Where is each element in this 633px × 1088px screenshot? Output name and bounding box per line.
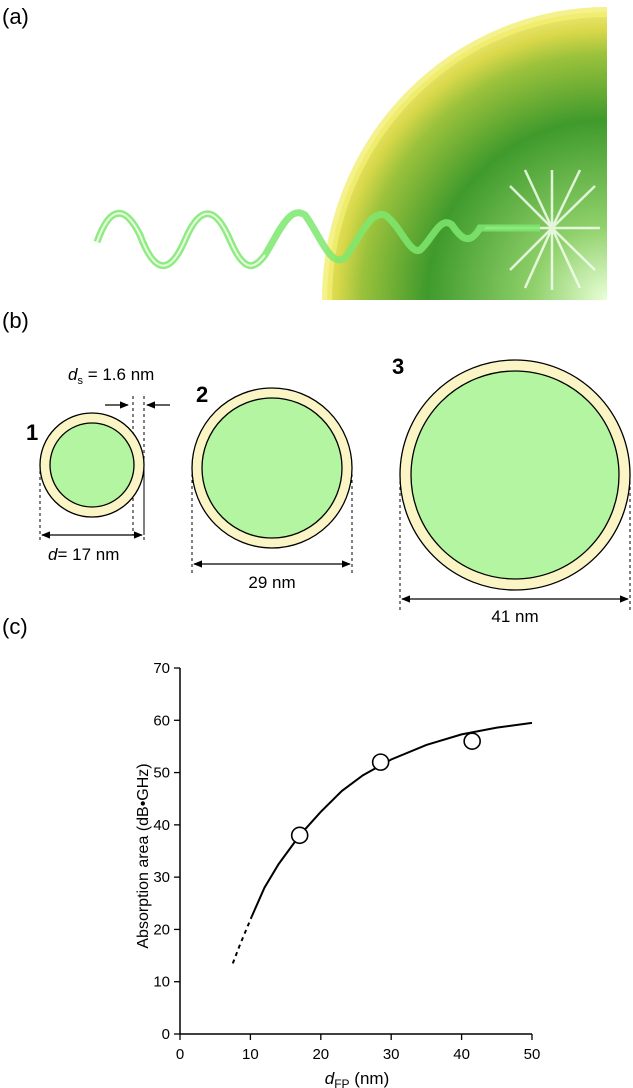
- fit-curve-extrapolated: [231, 916, 253, 964]
- particle-2-number: 2: [196, 382, 208, 407]
- x-axis-label: dFP (nm): [325, 1069, 389, 1088]
- shell-thickness-label: ds = 1.6 nm: [68, 365, 154, 387]
- data-point: [463, 732, 481, 750]
- x-tick-label: 30: [383, 1046, 400, 1063]
- particle-3-diameter-label: 41 nm: [491, 607, 538, 626]
- y-tick-label: 50: [153, 765, 170, 782]
- particle-2-core: [201, 397, 343, 539]
- fit-curve: [250, 721, 533, 917]
- panel-b-label: (b): [2, 308, 29, 333]
- x-tick-label: 0: [176, 1046, 184, 1063]
- radiating-rays: [485, 169, 600, 290]
- y-tick-label: 70: [153, 660, 170, 677]
- particle-sphere-rim: [322, 7, 608, 301]
- panel-a-label: (a): [2, 4, 29, 29]
- absorption-area-chart: 0 10 20 30 40 50 60 70 0 10 20 30 40 50 Absorption ar…: [135, 660, 541, 1088]
- particle-diagrams: ds = 1.6 nm 1 d= 17 nm 2 29 nm 3 41 nm: [26, 354, 631, 626]
- y-tick-label: 30: [153, 869, 170, 886]
- y-tick-label: 60: [153, 712, 170, 729]
- y-tick-label: 20: [153, 921, 170, 938]
- x-tick-label: 50: [524, 1046, 541, 1063]
- particle-3-core: [410, 370, 620, 580]
- particle-2-diameter-label: 29 nm: [248, 573, 295, 592]
- data-point: [290, 826, 309, 845]
- particle-1-diameter-label: d= 17 nm: [48, 545, 119, 564]
- em-wave-absorption-illustration: [93, 7, 608, 301]
- particle-1-number: 1: [26, 420, 38, 445]
- y-axis-label: Absorption area (dB•GHz): [135, 763, 152, 948]
- y-tick-label: 40: [153, 817, 170, 834]
- data-point: [371, 753, 390, 771]
- particle-3-number: 3: [392, 354, 404, 379]
- x-tick-label: 20: [312, 1046, 329, 1063]
- y-tick-label: 10: [153, 974, 170, 991]
- y-tick-label: 0: [162, 1026, 170, 1043]
- panel-c-label: (c): [2, 614, 28, 639]
- em-wave-highlight: [96, 212, 266, 267]
- x-tick-label: 10: [242, 1046, 259, 1063]
- x-tick-label: 40: [453, 1046, 470, 1063]
- particle-1-core: [49, 422, 135, 508]
